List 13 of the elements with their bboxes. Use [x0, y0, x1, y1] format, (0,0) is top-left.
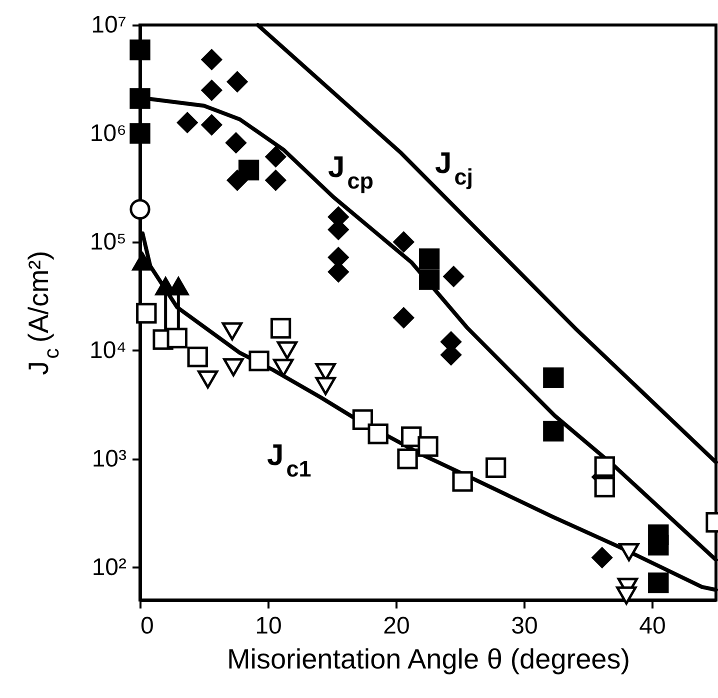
y-tick-label: 10⁴ [89, 336, 126, 364]
x-tick-label: 20 [383, 612, 410, 640]
x-axis-title: Misorientation Angle θ (degrees) [226, 644, 630, 674]
x-tick-label: 10 [255, 612, 282, 640]
x-tick-label: 0 [140, 612, 154, 640]
y-tick-label: 10² [92, 554, 127, 581]
x-tick-label: 40 [639, 612, 666, 640]
y-tick-label: 10⁶ [90, 120, 126, 147]
x-tick-label: 30 [511, 612, 538, 640]
y-tick-label: 10⁷ [91, 12, 126, 38]
y-tick-label: 10⁵ [90, 228, 126, 256]
y-tick-label: 10³ [92, 445, 127, 472]
y-axis-title: Jc (A/cm²) [23, 250, 64, 375]
